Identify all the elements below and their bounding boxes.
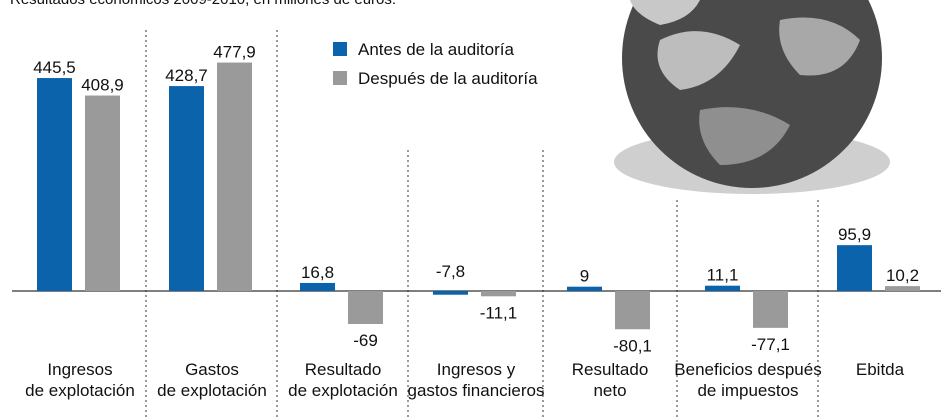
bar <box>433 291 468 295</box>
bar <box>37 78 72 291</box>
legend-label: Antes de la auditoría <box>358 40 514 59</box>
bar <box>85 96 120 291</box>
bar <box>300 283 335 291</box>
bar <box>481 291 516 296</box>
value-label: -7,8 <box>436 262 465 281</box>
value-label: 445,5 <box>33 58 76 77</box>
value-label: -77,1 <box>751 335 790 354</box>
legend-label: Después de la auditoría <box>358 69 538 88</box>
bar <box>753 291 788 328</box>
bar <box>885 286 920 291</box>
ball-illustration <box>614 0 890 194</box>
x-category-label: Ebitda <box>856 360 905 379</box>
bar <box>169 86 204 291</box>
legend-swatch <box>333 42 347 56</box>
bar <box>217 63 252 291</box>
value-label: 11,1 <box>707 266 739 285</box>
bar <box>615 291 650 329</box>
bar <box>567 287 602 291</box>
value-label: -11,1 <box>480 303 518 322</box>
chart-subtitle: Resultados económicos 2009-2010, en mill… <box>10 0 396 8</box>
value-label: 95,9 <box>838 225 871 244</box>
value-label: -80,1 <box>613 336 652 355</box>
legend-swatch <box>333 71 347 85</box>
value-label: -69 <box>353 331 378 350</box>
value-label: 477,9 <box>213 43 256 62</box>
bar <box>705 286 740 291</box>
value-label: 9 <box>580 267 589 286</box>
value-label: 10,2 <box>886 266 919 285</box>
bar <box>348 291 383 324</box>
chart: Resultados económicos 2009-2010, en mill… <box>0 0 941 419</box>
bar <box>837 245 872 291</box>
value-label: 16,8 <box>301 263 334 282</box>
value-label: 408,9 <box>81 76 124 95</box>
value-label: 428,7 <box>165 66 208 85</box>
